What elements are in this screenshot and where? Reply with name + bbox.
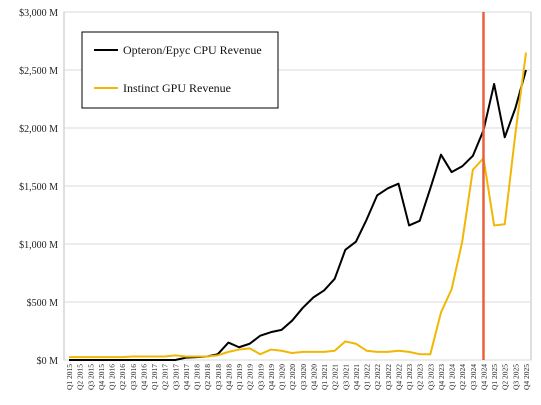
x-tick-label: Q1 2015 [65,364,74,390]
x-tick-label: Q4 2015 [97,364,106,390]
x-tick-label: Q3 2015 [86,364,95,390]
x-tick-label: Q1 2024 [448,364,457,390]
y-tick-label: $500 M [27,298,59,309]
legend-box [81,31,279,109]
y-tick-label: $2,000 M [19,124,58,135]
x-tick-label: Q2 2024 [458,364,467,390]
legend-label-cpu: Opteron/Epyc CPU Revenue [123,43,262,57]
legend-label-gpu: Instinct GPU Revenue [123,81,231,95]
x-tick-label: Q3 2023 [426,364,435,390]
x-tick-label: Q3 2019 [256,364,265,390]
x-tick-label: Q3 2024 [469,364,478,390]
x-tick-label: Q3 2018 [214,364,223,390]
x-tick-label: Q1 2016 [108,364,117,390]
x-tick-label: Q4 2020 [309,364,318,390]
x-tick-label: Q2 2022 [373,364,382,390]
series-lines [69,52,527,361]
legend: Opteron/Epyc CPU Revenue Instinct GPU Re… [81,31,279,109]
series-line-0 [69,69,527,361]
x-tick-label: Q1 2018 [193,364,202,390]
x-tick-label: Q4 2019 [267,364,276,390]
x-tick-label: Q1 2020 [278,364,287,390]
x-tick-label: Q3 2025 [511,364,520,390]
x-tick-label: Q4 2022 [394,364,403,390]
x-tick-label: Q2 2015 [76,364,85,390]
x-tick-label: Q1 2021 [320,364,329,390]
x-tick-label: Q2 2019 [246,364,255,390]
x-tick-label: Q4 2021 [352,364,361,390]
x-tick-label: Q1 2017 [150,364,159,390]
x-tick-label: Q2 2023 [416,364,425,390]
x-tick-label: Q4 2017 [182,364,191,390]
x-tick-label: Q4 2024 [479,364,488,390]
x-tick-label: Q1 2019 [235,364,244,390]
y-tick-label: $0 M [37,356,59,367]
x-tick-label: Q4 2023 [437,364,446,390]
x-tick-label: Q1 2022 [363,364,372,390]
y-axis-ticks: $0 M $500 M $1,000 M $1,500 M $2,000 M $2,500… [19,8,58,367]
y-tick-label: $1,000 M [19,240,58,251]
x-tick-label: Q4 2018 [224,364,233,390]
x-axis-ticks: Q1 2015 Q2 2015 Q3 2015 Q4 2015 Q1 2016 Q2 20… [65,364,531,390]
y-tick-label: $1,500 M [19,182,58,193]
series-line-1 [69,52,527,359]
x-tick-label: Q1 2025 [490,364,499,390]
x-tick-label: Q2 2016 [118,364,127,390]
x-tick-label: Q4 2025 [522,364,531,390]
y-tick-label: $2,500 M [19,66,58,77]
x-tick-label: Q2 2021 [331,364,340,390]
x-tick-label: Q2 2018 [203,364,212,390]
x-tick-label: Q3 2016 [129,364,138,390]
x-tick-label: Q3 2017 [171,364,180,390]
x-tick-label: Q3 2022 [384,364,393,390]
x-tick-label: Q4 2016 [139,364,148,390]
x-tick-label: Q3 2020 [299,364,308,390]
x-tick-label: Q2 2020 [288,364,297,390]
x-tick-label: Q1 2023 [405,364,414,390]
x-tick-label: Q2 2025 [501,364,510,390]
y-tick-label: $3,000 M [19,8,58,19]
x-tick-label: Q2 2017 [161,364,170,390]
x-tick-label: Q3 2021 [341,364,350,390]
